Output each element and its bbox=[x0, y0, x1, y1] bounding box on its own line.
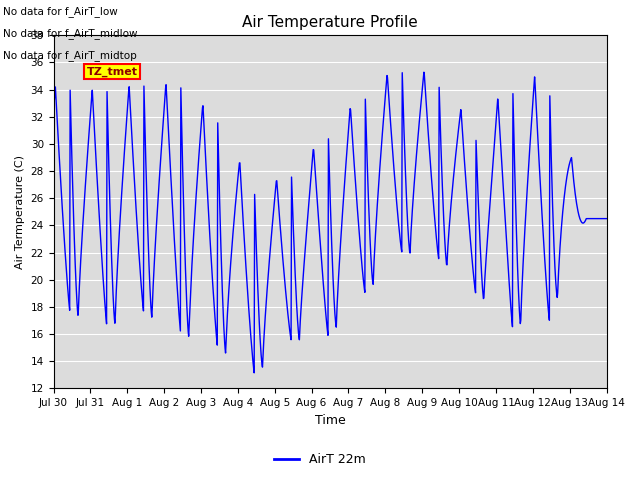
Text: No data for f_AirT_low: No data for f_AirT_low bbox=[3, 6, 118, 17]
Legend: AirT 22m: AirT 22m bbox=[269, 448, 371, 471]
Text: TZ_tmet: TZ_tmet bbox=[86, 66, 138, 77]
X-axis label: Time: Time bbox=[315, 414, 346, 427]
Title: Air Temperature Profile: Air Temperature Profile bbox=[242, 15, 418, 30]
Y-axis label: Air Termperature (C): Air Termperature (C) bbox=[15, 155, 25, 269]
Text: No data for f_AirT_midtop: No data for f_AirT_midtop bbox=[3, 49, 137, 60]
Text: No data for f_AirT_midlow: No data for f_AirT_midlow bbox=[3, 28, 138, 39]
